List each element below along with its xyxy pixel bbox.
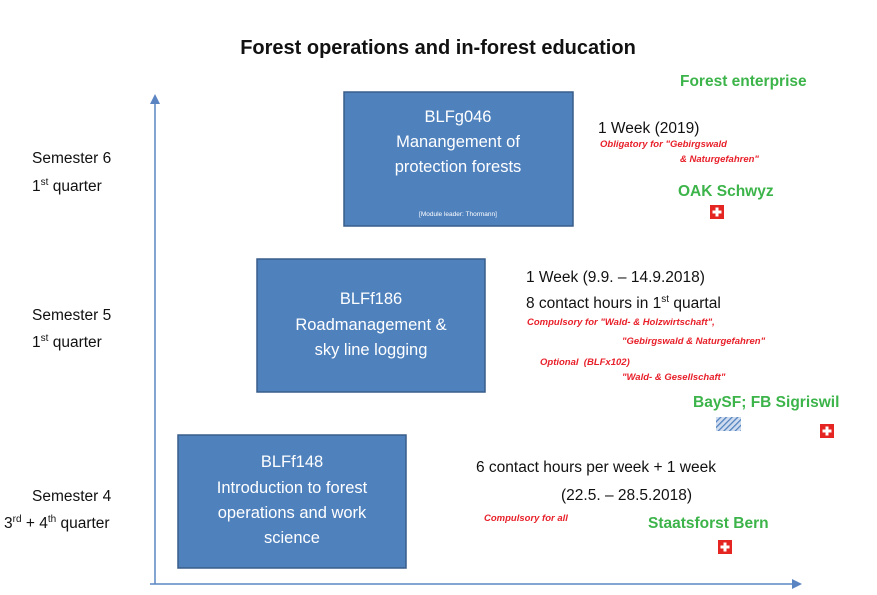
module-box: [343, 91, 574, 227]
remark: Compulsory for "Wald- & Holzwirtschaft",: [527, 317, 715, 328]
semester: Semester 4: [32, 488, 112, 505]
module-name: sky line logging: [315, 341, 428, 359]
remark: Compulsory for all: [484, 513, 568, 524]
remark: & Naturgefahren": [680, 154, 759, 165]
detail: 8 contact hours in 1st quartal: [526, 294, 721, 312]
module-name: Roadmanagement &: [295, 316, 446, 334]
remark: "Gebirgswald & Naturgefahren": [622, 336, 766, 347]
hatched-marker: [716, 417, 741, 431]
module-note: [Module leader: Thormann]: [419, 211, 497, 218]
enterprise: BaySF; FB Sigriswil: [693, 394, 839, 411]
module-box: [177, 434, 407, 569]
module-code: BLFg046: [425, 108, 492, 126]
enterprise: Staatsforst Bern: [648, 515, 769, 532]
module-name: protection forests: [395, 158, 522, 176]
title: Forest operations and in-forest educatio…: [240, 37, 636, 59]
quarter: 1st quarter: [32, 333, 102, 351]
detail: 1 Week (9.9. – 14.9.2018): [526, 269, 705, 286]
module-name: science: [264, 529, 320, 547]
remark: Optional (BLFx102): [540, 357, 630, 368]
module-name: Manangement of: [396, 133, 520, 151]
detail: 1 Week (2019): [598, 120, 699, 137]
quarter: 3rd + 4th quarter: [4, 514, 110, 532]
remark: Obligatory for "Gebirgswald: [600, 139, 727, 150]
enterprise-heading: Forest enterprise: [680, 73, 807, 90]
swiss-flag: [710, 205, 724, 219]
semester: Semester 6: [32, 150, 111, 167]
swiss-flag: [820, 424, 834, 438]
detail: (22.5. – 28.5.2018): [561, 487, 692, 504]
module-name: operations and work: [218, 504, 367, 522]
module-code: BLFf186: [340, 290, 402, 308]
semester: Semester 5: [32, 307, 111, 324]
remark: "Wald- & Gesellschaft": [622, 372, 726, 383]
module-box: [256, 258, 486, 393]
enterprise: OAK Schwyz: [678, 183, 774, 200]
quarter: 1st quarter: [32, 177, 102, 195]
axes: [150, 94, 802, 589]
module-name: Introduction to forest: [217, 479, 368, 497]
detail: 6 contact hours per week + 1 week: [476, 459, 716, 476]
swiss-flag: [718, 540, 732, 554]
module-code: BLFf148: [261, 453, 323, 471]
